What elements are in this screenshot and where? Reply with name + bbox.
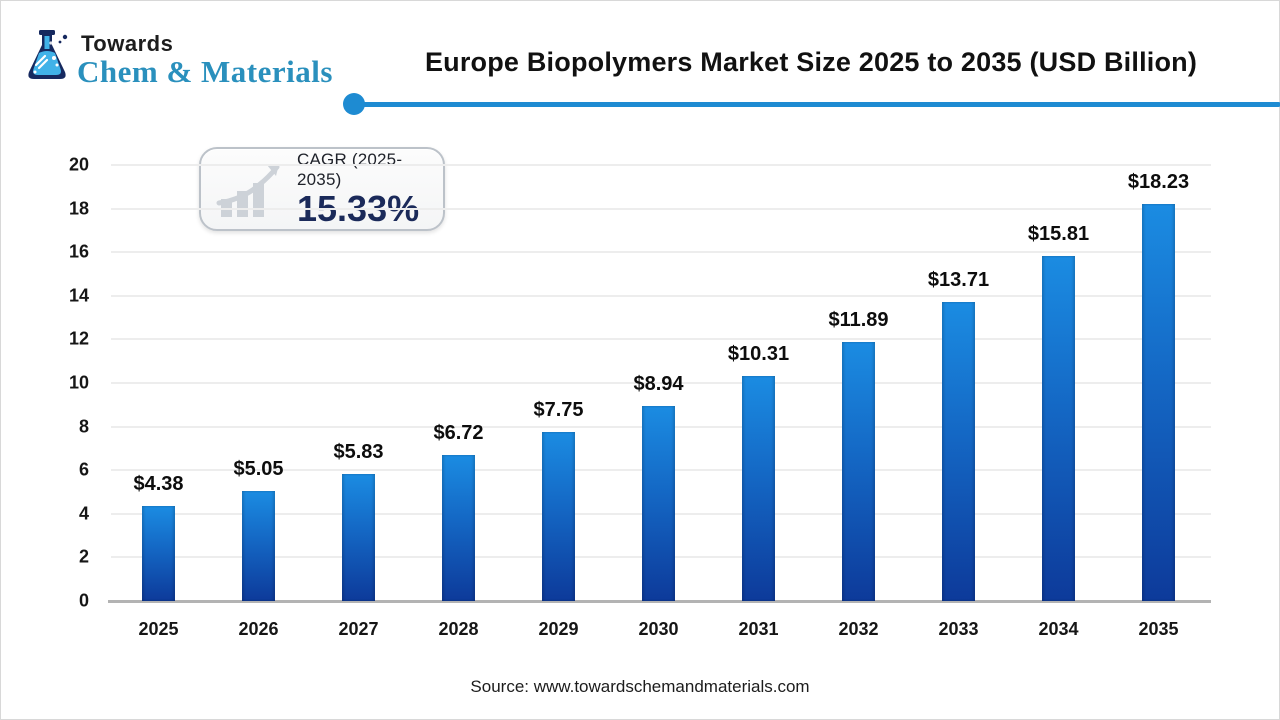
y-tick-label: 16: [68, 241, 89, 262]
bar-2030: [642, 406, 675, 601]
gridline: [111, 207, 1211, 210]
bar-2032: [842, 341, 875, 601]
title-divider-dot: [343, 93, 365, 115]
y-tick-label: 2: [78, 546, 89, 567]
brand-name-bottom: Chem & Materials: [77, 54, 333, 89]
x-tick-label: 2035: [1138, 619, 1179, 639]
x-tick-label: 2025: [138, 619, 179, 639]
y-tick-label: 6: [78, 459, 89, 480]
y-tick-label: 20: [68, 154, 89, 175]
bar-value-label: $5.83: [333, 440, 384, 463]
x-axis-line: [108, 600, 1211, 603]
gridline: [111, 338, 1211, 341]
bar-2027: [342, 473, 375, 601]
gridline: [111, 164, 1211, 166]
y-tick-label: 14: [68, 285, 89, 306]
gridline: [111, 382, 1211, 384]
bar-value-label: $7.75: [533, 399, 584, 422]
y-tick-label: 10: [68, 372, 89, 393]
x-tick-label: 2028: [438, 619, 479, 639]
y-tick-label: 8: [78, 416, 89, 437]
brand-name-top: Towards: [81, 31, 174, 56]
page-title: Europe Biopolymers Market Size 2025 to 2…: [424, 47, 1198, 77]
source-text: Source: www.towardschemandmaterials.com: [470, 677, 810, 696]
x-tick-label: 2034: [1038, 619, 1079, 639]
x-tick-label: 2033: [938, 619, 979, 639]
bar-value-label: $11.89: [828, 308, 889, 331]
bar-value-label: $15.81: [1027, 223, 1090, 246]
x-tick-label: 2032: [838, 619, 879, 639]
x-tick-label: 2030: [638, 619, 679, 639]
x-tick-label: 2031: [738, 619, 779, 639]
y-tick-label: 4: [78, 503, 89, 524]
gridline: [111, 251, 1211, 254]
bar-value-label: $5.05: [233, 457, 284, 480]
bar-value-label: $6.72: [433, 421, 484, 444]
y-tick-label: 18: [68, 198, 89, 219]
brand-logo-text: Towards Chem & Materials: [77, 31, 333, 89]
plot-area: 0 2 4 6 8 10 12 14 16 18 20 $4.38 2025 $5.05 2026 $5.83…: [69, 155, 1211, 639]
bar-value-label: $8.94: [633, 373, 684, 396]
bar-value-label: $18.23: [1127, 170, 1190, 193]
bar-2028: [442, 454, 475, 601]
title-divider-line: [353, 102, 1280, 107]
x-tick-label: 2027: [338, 619, 379, 639]
bar-value-label: $10.31: [727, 343, 790, 366]
bar-2035: [1142, 203, 1175, 601]
bar-2025: [142, 505, 175, 601]
bar-2034: [1042, 256, 1075, 601]
x-tick-label: 2029: [538, 619, 579, 639]
bar-2029: [542, 432, 575, 601]
brand-logo: Towards Chem & Materials: [23, 29, 333, 87]
y-tick-label: 0: [78, 590, 89, 611]
bar-value-label: $13.71: [927, 269, 990, 292]
bar-2026: [242, 490, 275, 601]
y-tick-label: 12: [68, 328, 89, 349]
bar-value-label: $4.38: [133, 472, 184, 495]
x-tick-label: 2026: [238, 619, 279, 639]
bar-2031: [742, 376, 775, 601]
flask-icon: [28, 30, 68, 79]
bar-2033: [942, 302, 975, 601]
gridline: [111, 294, 1211, 297]
